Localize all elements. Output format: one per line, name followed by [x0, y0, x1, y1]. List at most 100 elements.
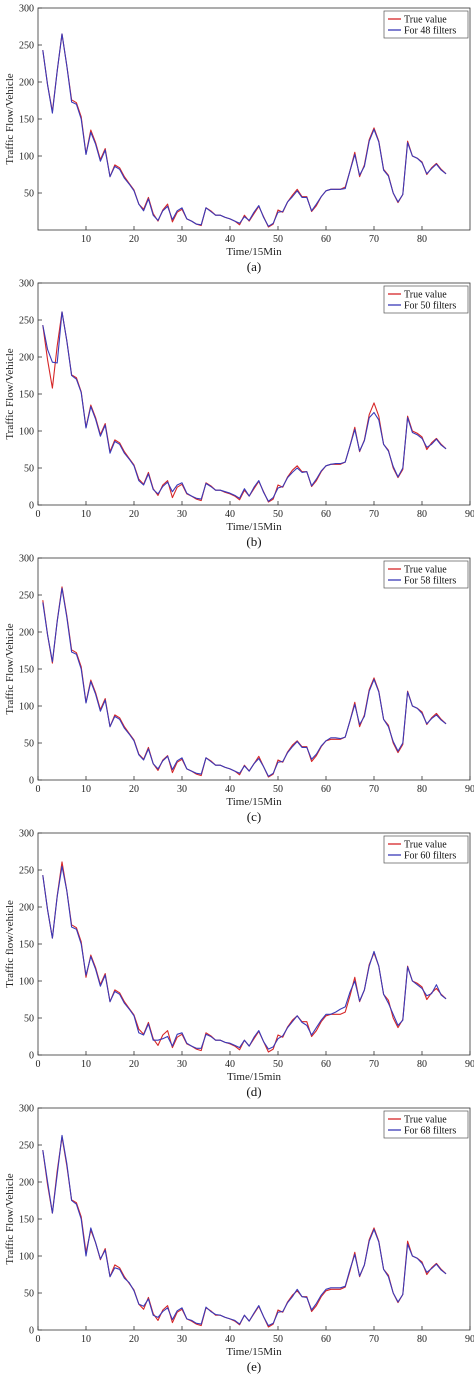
x-tick-label: 0: [36, 509, 41, 520]
y-tick-label: 250: [19, 591, 34, 602]
chart-svg-5: 0 10 20 30 40 50 60 70 80 90 0 50 100 150 200 250 300 Tim…: [4, 1104, 474, 1375]
x-tick-label: 40: [225, 509, 235, 520]
legend-entry: For 50 filters: [404, 301, 456, 312]
y-tick-label: 300: [19, 554, 34, 565]
x-tick-label: 90: [465, 1334, 474, 1345]
x-tick-label: 90: [465, 1059, 474, 1070]
y-tick-label: 100: [19, 152, 34, 163]
y-tick-label: 250: [19, 1141, 34, 1152]
x-tick-label: 20: [129, 784, 139, 795]
y-tick-label: 50: [24, 1014, 34, 1025]
y-tick-label: 150: [19, 665, 34, 676]
legend-box: [383, 285, 469, 314]
x-tick-label: 0: [36, 1059, 41, 1070]
x-tick-label: 10: [81, 784, 91, 795]
panel-caption: (e): [247, 1359, 261, 1374]
y-tick-label: 150: [19, 1215, 34, 1226]
y-tick-label: 200: [19, 1178, 34, 1189]
x-tick-label: 20: [129, 234, 139, 245]
y-tick-label: 50: [24, 189, 34, 200]
chart-svg-3: 0 10 20 30 40 50 60 70 80 90 0 50 100 150 200 250 300 Tim…: [4, 554, 474, 825]
y-tick-label: 0: [29, 1051, 34, 1062]
x-tick-label: 40: [225, 784, 235, 795]
series-line-filters: [42, 311, 447, 502]
y-tick-label: 300: [19, 4, 34, 15]
x-tick-label: 40: [225, 1059, 235, 1070]
y-tick-label: 100: [19, 1252, 34, 1263]
y-tick-label: 150: [19, 115, 34, 126]
x-tick-label: 80: [417, 234, 427, 245]
x-tick-label: 50: [273, 1059, 283, 1070]
y-tick-label: 50: [24, 1289, 34, 1300]
y-tick-label: 300: [19, 1104, 34, 1115]
legend-entry: For 58 filters: [404, 576, 456, 587]
x-tick-label: 50: [273, 509, 283, 520]
x-tick-label: 80: [417, 1334, 427, 1345]
x-tick-label: 40: [225, 234, 235, 245]
x-tick-label: 10: [81, 234, 91, 245]
legend-box: [383, 835, 469, 864]
x-tick-label: 20: [129, 509, 139, 520]
panel-caption: (a): [247, 259, 261, 274]
y-tick-label: 100: [19, 427, 34, 438]
y-tick-label: 100: [19, 977, 34, 988]
x-tick-label: 70: [369, 1059, 379, 1070]
y-axis-label: Traffic Flow/Vehicle: [4, 73, 16, 164]
x-tick-label: 80: [417, 509, 427, 520]
series-line-true-value: [42, 861, 447, 1053]
legend-entry: True value: [404, 1115, 447, 1126]
x-tick-label: 40: [225, 1334, 235, 1345]
x-tick-label: 50: [273, 1334, 283, 1345]
legend-entry: True value: [404, 15, 447, 26]
x-tick-label: 80: [417, 784, 427, 795]
x-tick-label: 60: [321, 234, 331, 245]
x-tick-label: 60: [321, 509, 331, 520]
y-axis-label: Traffic Flow/Vehicle: [4, 348, 16, 439]
legend-box: [383, 560, 469, 589]
y-tick-label: 50: [24, 739, 34, 750]
x-axis-label: Time/15Min: [226, 1346, 282, 1358]
legend-entry: For 68 filters: [404, 1126, 456, 1137]
x-tick-label: 30: [177, 1059, 187, 1070]
chart-panel-2: 0 10 20 30 40 50 60 70 80 90 0 50 100 150 200 250 300 Tim…: [0, 275, 474, 550]
x-axis-label: Time/15Min: [226, 246, 282, 258]
y-axis-label: Traffic Flow/Vehicle: [4, 1173, 16, 1264]
legend-entry: True value: [404, 290, 447, 301]
y-tick-label: 200: [19, 903, 34, 914]
x-tick-label: 0: [36, 784, 41, 795]
x-axis-label: Time/15Min: [226, 521, 282, 533]
x-tick-label: 10: [81, 1334, 91, 1345]
chart-svg-1: 10 20 30 40 50 60 70 80 50 100 150 200 250 300 Time/15…: [4, 4, 471, 274]
y-tick-label: 0: [29, 1326, 34, 1337]
y-tick-label: 300: [19, 279, 34, 290]
plot-frame: [37, 7, 471, 231]
y-tick-label: 200: [19, 353, 34, 364]
series-line-filters: [42, 1134, 447, 1327]
chart-panel-5: 0 10 20 30 40 50 60 70 80 90 0 50 100 150 200 250 300 Tim…: [0, 1100, 474, 1375]
y-tick-label: 250: [19, 41, 34, 52]
x-tick-label: 10: [81, 1059, 91, 1070]
y-tick-label: 150: [19, 940, 34, 951]
x-tick-label: 90: [465, 509, 474, 520]
x-tick-label: 30: [177, 784, 187, 795]
y-tick-label: 300: [19, 829, 34, 840]
legend-box: [383, 1110, 469, 1139]
y-tick-label: 250: [19, 316, 34, 327]
y-axis-label: Traffic Flow/Vehicle: [4, 623, 16, 714]
legend-box: [383, 10, 469, 39]
x-tick-label: 70: [369, 509, 379, 520]
y-tick-label: 150: [19, 390, 34, 401]
series-line-true-value: [42, 586, 447, 778]
x-tick-label: 70: [369, 1334, 379, 1345]
series-line-filters: [42, 587, 447, 777]
y-tick-label: 0: [29, 501, 34, 512]
x-tick-label: 30: [177, 509, 187, 520]
panel-caption: (d): [246, 1084, 261, 1099]
x-tick-label: 20: [129, 1334, 139, 1345]
y-tick-label: 200: [19, 78, 34, 89]
x-tick-label: 60: [321, 1334, 331, 1345]
x-tick-label: 70: [369, 784, 379, 795]
